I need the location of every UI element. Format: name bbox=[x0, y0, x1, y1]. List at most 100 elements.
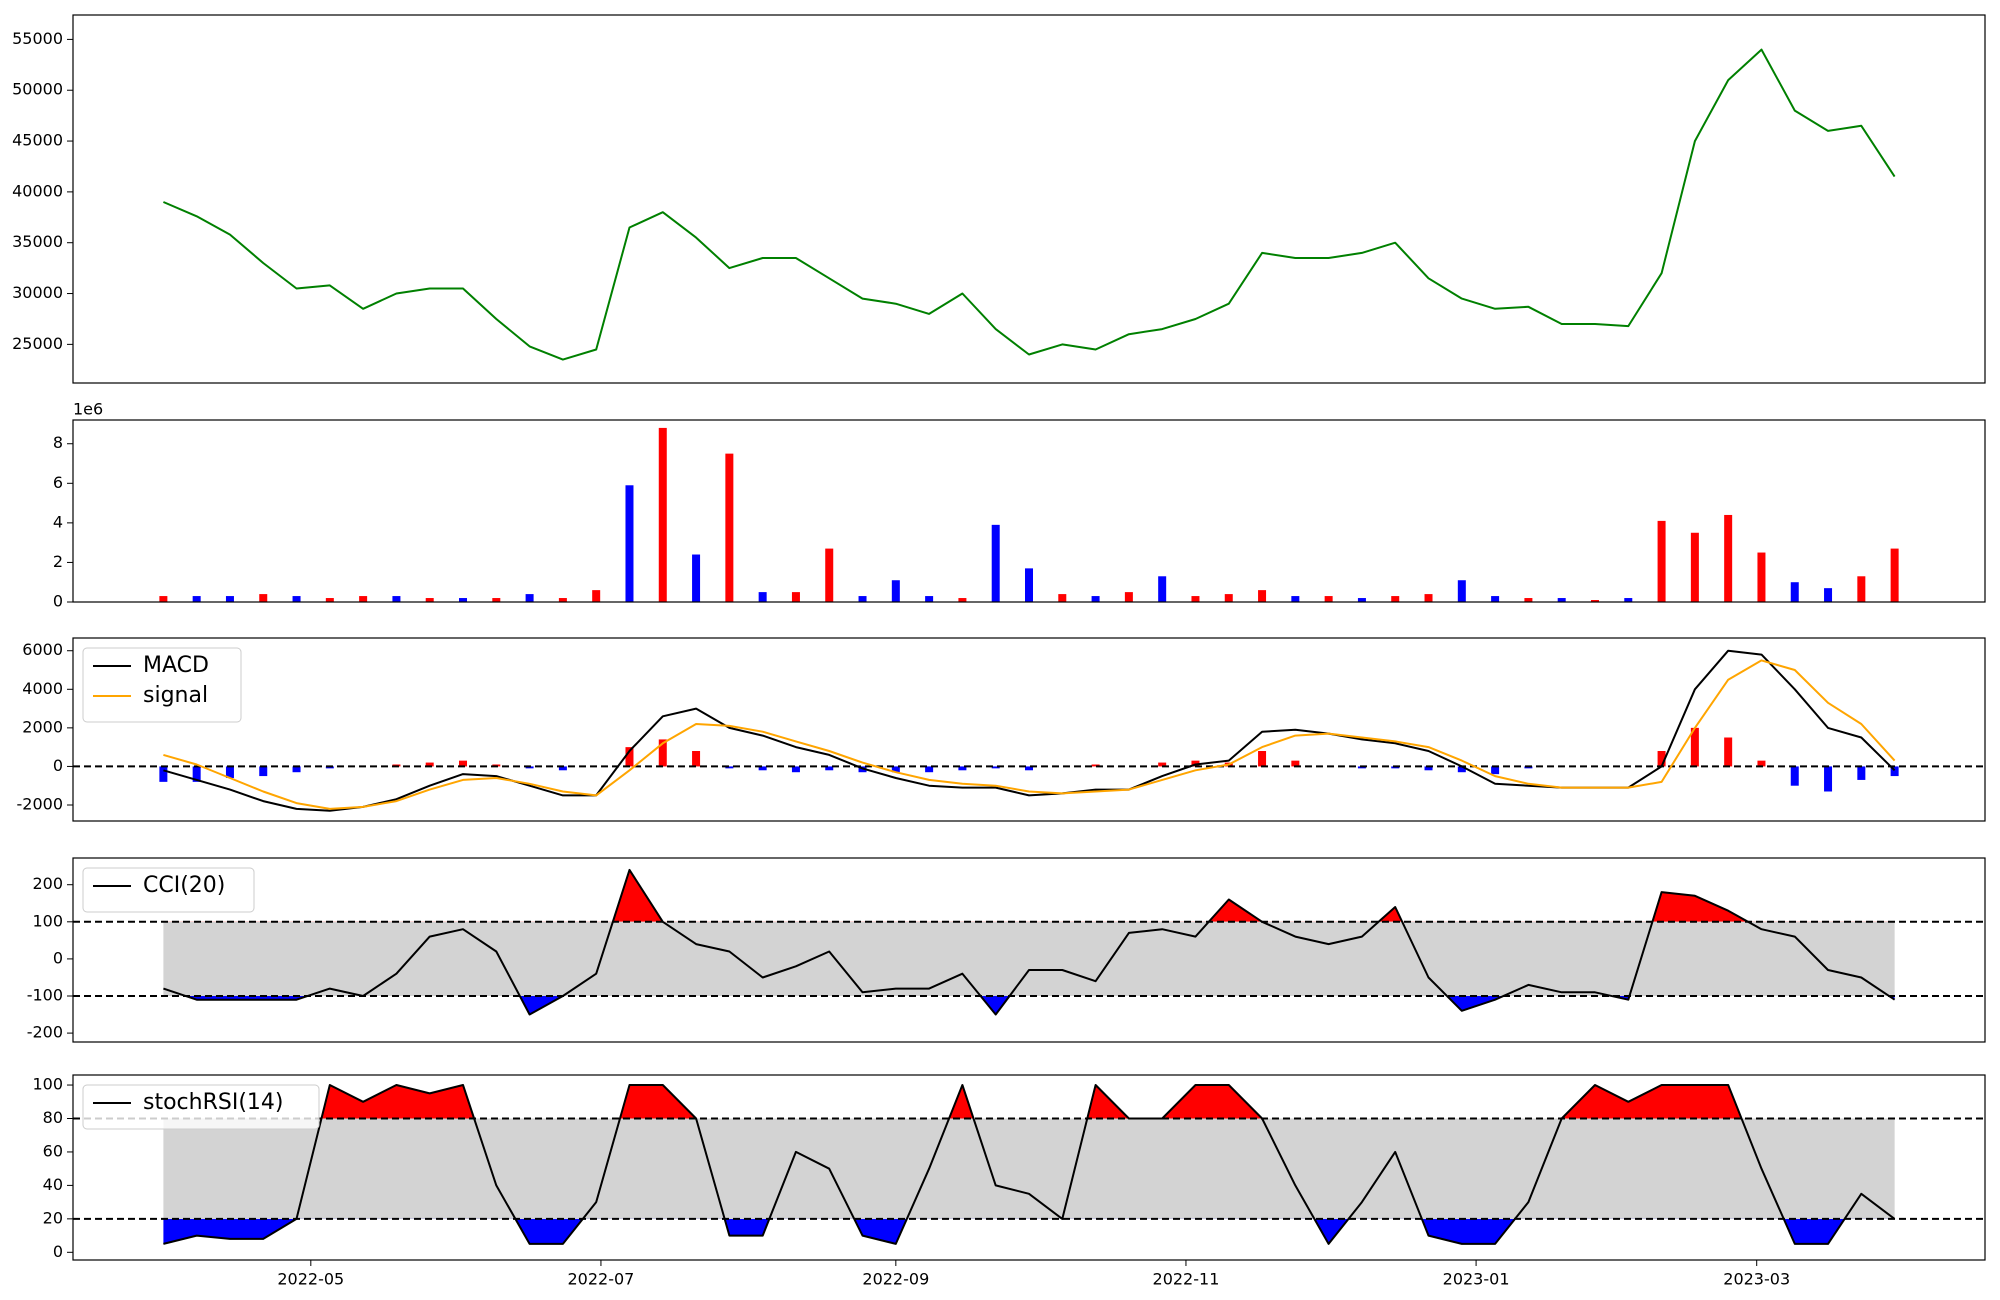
histogram-bar bbox=[459, 760, 468, 767]
volume-bar bbox=[425, 598, 434, 602]
volume-bar bbox=[658, 427, 667, 602]
histogram-bar bbox=[1757, 760, 1766, 767]
volume-bar bbox=[1424, 594, 1433, 602]
volume-bar bbox=[991, 524, 1000, 602]
legend-label: CCI(20) bbox=[143, 873, 225, 898]
histogram-bar bbox=[625, 747, 634, 767]
histogram-bar bbox=[1790, 766, 1799, 786]
x-tick-label: 2023-01 bbox=[1443, 1270, 1510, 1289]
histogram-bar bbox=[1857, 766, 1866, 780]
volume-bar bbox=[958, 598, 967, 602]
volume-bar bbox=[1091, 596, 1100, 602]
volume-bar bbox=[891, 580, 900, 602]
volume-bar bbox=[925, 596, 934, 602]
histogram-bar bbox=[558, 766, 567, 771]
oversold-fill bbox=[163, 1218, 1895, 1244]
volume-bar bbox=[359, 596, 368, 602]
volume-bar bbox=[1857, 576, 1866, 602]
panel-frame bbox=[72, 1074, 1986, 1261]
y-tick-label: 0 bbox=[53, 592, 63, 611]
legend: MACD signal bbox=[82, 647, 242, 723]
volume-bar bbox=[625, 485, 634, 602]
panel bbox=[73, 649, 1985, 812]
volume-bar bbox=[459, 598, 468, 602]
volume-bar bbox=[1291, 596, 1300, 602]
y-tick-label: 45000 bbox=[12, 131, 63, 150]
y-tick-label: 35000 bbox=[12, 232, 63, 251]
legend: stochRSI(14) bbox=[82, 1084, 320, 1130]
volume-bar bbox=[1790, 582, 1799, 602]
legend-label: MACD bbox=[143, 653, 209, 678]
histogram-bar bbox=[758, 766, 767, 771]
panel-frame bbox=[72, 14, 1986, 384]
volume-bar bbox=[1624, 598, 1633, 602]
histogram-bar bbox=[1258, 751, 1267, 767]
histogram-bar bbox=[1890, 766, 1899, 777]
legend-label: signal bbox=[143, 683, 208, 708]
y-tick-label: 100 bbox=[32, 911, 63, 930]
volume-bar bbox=[392, 596, 401, 602]
histogram-bar bbox=[425, 762, 434, 767]
volume-bar bbox=[1357, 598, 1366, 602]
y-tick-label: 4000 bbox=[22, 679, 63, 698]
y-tick-label: 55000 bbox=[12, 29, 63, 48]
volume-bar bbox=[159, 596, 168, 602]
volume-bar bbox=[1724, 514, 1733, 602]
y-tick-label: 4 bbox=[53, 512, 63, 531]
y-tick-label: 0 bbox=[53, 1242, 63, 1261]
legend: CCI(20) bbox=[82, 867, 255, 913]
histogram-bar bbox=[259, 766, 268, 777]
volume-bar bbox=[1457, 580, 1466, 602]
volume-bar bbox=[1058, 594, 1067, 602]
x-tick-label: 2022-07 bbox=[568, 1270, 635, 1289]
volume-bar bbox=[492, 598, 501, 602]
volume-bar bbox=[225, 596, 234, 602]
histogram-bar bbox=[1724, 737, 1733, 767]
legend-box bbox=[82, 867, 255, 913]
histogram-bar bbox=[225, 766, 234, 778]
neutral-band bbox=[163, 1118, 1895, 1219]
histogram-bar bbox=[192, 766, 201, 782]
histogram-bar bbox=[1491, 766, 1500, 775]
volume-bar bbox=[1657, 520, 1666, 602]
panel bbox=[159, 427, 1899, 602]
y-tick-label: 200 bbox=[32, 874, 63, 893]
overbought-fill bbox=[321, 1085, 1742, 1119]
volume-bar bbox=[292, 596, 301, 602]
x-tick-label: 2022-11 bbox=[1153, 1270, 1220, 1289]
histogram-bar bbox=[1424, 766, 1433, 771]
histogram-bar bbox=[658, 739, 667, 767]
volume-bar bbox=[1224, 594, 1233, 602]
panel bbox=[163, 48, 1896, 361]
y-tick-label: 20 bbox=[43, 1208, 63, 1227]
y-tick-label: 40 bbox=[43, 1175, 63, 1194]
histogram-bar bbox=[1457, 766, 1466, 773]
y-tick-label: -100 bbox=[27, 986, 63, 1005]
histogram-bar bbox=[1657, 751, 1666, 767]
y-tick-label: 25000 bbox=[12, 334, 63, 353]
panel-frame bbox=[72, 419, 1986, 603]
x-tick-label: 2023-03 bbox=[1723, 1270, 1790, 1289]
volume-bar bbox=[1324, 596, 1333, 602]
histogram-bar bbox=[991, 766, 1000, 769]
y-tick-label: -2000 bbox=[17, 794, 64, 813]
y-tick-label: 6000 bbox=[22, 640, 63, 659]
volume-bar bbox=[1690, 532, 1699, 602]
volume-bar bbox=[1025, 568, 1033, 602]
volume-bar bbox=[1590, 600, 1599, 602]
y-tick-label: 30000 bbox=[12, 283, 63, 302]
legend-box bbox=[82, 1084, 320, 1130]
volume-bar bbox=[858, 596, 867, 602]
volume-bar bbox=[692, 554, 701, 602]
histogram-bar bbox=[891, 766, 900, 773]
volume-bar bbox=[758, 592, 767, 602]
volume-bar bbox=[1757, 552, 1766, 602]
y-tick-label: -200 bbox=[27, 1023, 63, 1042]
volume-bar bbox=[259, 594, 268, 602]
y-tick-label: 100 bbox=[32, 1075, 63, 1094]
price-line bbox=[163, 48, 1896, 361]
volume-bar bbox=[558, 598, 567, 602]
panel bbox=[73, 868, 1985, 1016]
